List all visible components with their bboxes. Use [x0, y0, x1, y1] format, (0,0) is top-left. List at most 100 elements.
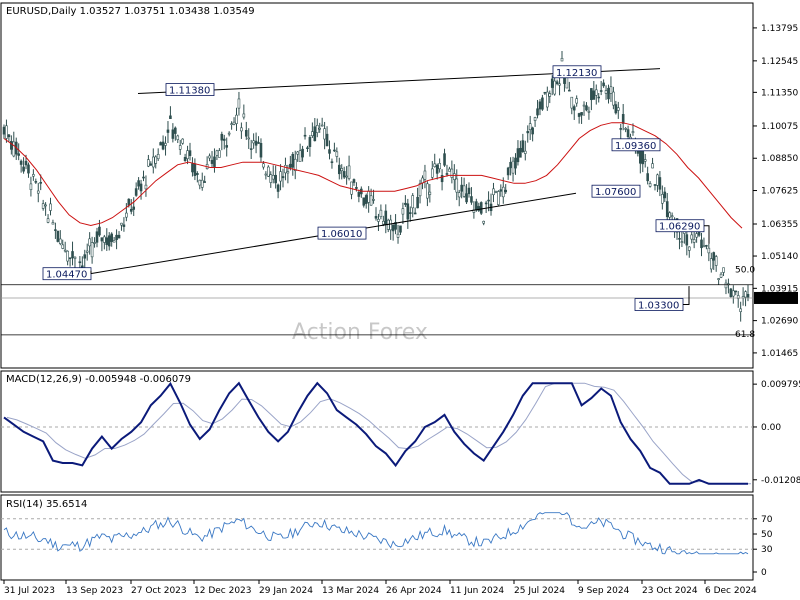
candle-body	[232, 121, 236, 125]
candle-body	[122, 224, 126, 227]
candle-body	[430, 168, 434, 178]
candle-body	[337, 164, 341, 175]
candle-body	[342, 171, 346, 178]
candle-body	[357, 191, 361, 197]
candle-body	[546, 91, 549, 108]
date-tick-label: 25 Jul 2024	[514, 586, 565, 596]
candle-body	[722, 267, 725, 273]
candle-body	[169, 115, 172, 119]
macd-signal-line	[6, 382, 751, 485]
candle-body	[729, 288, 733, 298]
candle-body	[389, 219, 392, 231]
candle-body	[494, 191, 498, 193]
candle-body	[470, 196, 473, 203]
candle-body	[465, 193, 468, 203]
candle-body	[156, 154, 160, 160]
candle-body	[247, 137, 251, 140]
candle-body	[575, 98, 578, 104]
fib-label: 50.0	[735, 265, 755, 275]
candle-body	[29, 183, 33, 190]
candle-body	[612, 91, 615, 106]
candle-body	[746, 294, 750, 298]
candle-body	[592, 90, 596, 100]
candle-body	[34, 181, 38, 183]
candle-body	[5, 125, 8, 139]
candle-body	[467, 187, 471, 195]
candle-body	[154, 156, 158, 164]
candle-body	[237, 98, 241, 109]
candle-body	[235, 114, 238, 124]
candle-body	[526, 131, 530, 134]
candle-body	[401, 208, 405, 215]
annotations: 1.11380 1.12130 1.04470 1.06010 1.09360 1.076…	[42, 65, 710, 312]
candle-body	[254, 140, 258, 146]
candle-body	[519, 147, 522, 158]
candle-body	[36, 190, 40, 194]
candle-body	[653, 184, 657, 186]
candle-body	[284, 165, 287, 174]
candle-body	[112, 240, 116, 243]
candle-body	[264, 173, 268, 176]
candle-body	[707, 247, 711, 254]
candle-body	[678, 238, 681, 240]
candle-body	[93, 242, 96, 244]
price-tick-label: 1.02690	[761, 317, 798, 327]
candle-body	[215, 150, 219, 156]
candle-body	[528, 123, 532, 130]
candle-body	[46, 218, 50, 223]
date-tick-label: 31 Jul 2023	[4, 586, 55, 596]
candle-body	[572, 106, 576, 111]
candle-body	[222, 138, 226, 141]
date-tick-label: 9 Sep 2024	[578, 586, 630, 596]
candle-body	[39, 182, 43, 184]
date-tick-label: 12 Dec 2023	[194, 586, 252, 596]
candle-body	[560, 58, 564, 62]
price-annotation-label: 1.06010	[321, 229, 362, 240]
candle-body	[115, 234, 118, 240]
candle-body	[609, 86, 613, 94]
current-price-label: 1.03549	[757, 295, 794, 305]
candle-body	[553, 80, 556, 95]
candle-body	[487, 199, 490, 202]
candle-body	[176, 135, 180, 140]
candle-body	[269, 174, 273, 183]
candle-body	[267, 166, 270, 177]
candle-body	[323, 128, 326, 140]
rsi-indicator: 70 50 30 0	[1, 512, 773, 578]
candle-body	[320, 124, 324, 127]
candle-body	[379, 209, 383, 217]
candle-body	[377, 218, 380, 222]
candle-body	[607, 87, 610, 100]
candle-body	[257, 142, 260, 144]
candle-body	[340, 168, 344, 172]
candle-body	[259, 142, 263, 158]
candle-body	[315, 125, 319, 133]
candle-body	[364, 195, 368, 204]
candle-body	[661, 194, 664, 204]
candle-body	[521, 140, 525, 152]
candle-body	[183, 157, 187, 162]
candle-body	[475, 201, 478, 211]
candle-body	[144, 184, 148, 190]
fib-label: 61.8	[735, 330, 755, 340]
candle-body	[744, 291, 747, 298]
candle-body	[129, 208, 133, 212]
candle-body	[306, 147, 309, 150]
price-tick-label: 1.06355	[761, 220, 798, 230]
price-annotation-box	[611, 138, 661, 152]
rsi-tick-label: 30	[761, 545, 773, 555]
candle-body	[648, 183, 652, 187]
candle-body	[103, 236, 106, 243]
candle-body	[19, 160, 23, 165]
candle-body	[709, 258, 713, 270]
candle-body	[734, 290, 738, 293]
price-tick-label: 1.03915	[761, 284, 798, 294]
candle-body	[646, 173, 649, 182]
price-tick-label: 1.05140	[761, 252, 798, 262]
candle-body	[501, 186, 505, 198]
candle-body	[333, 149, 336, 152]
candle-body	[411, 195, 415, 209]
candle-body	[58, 238, 62, 244]
rsi-panel-frame	[0, 494, 754, 581]
candle-body	[367, 190, 370, 203]
